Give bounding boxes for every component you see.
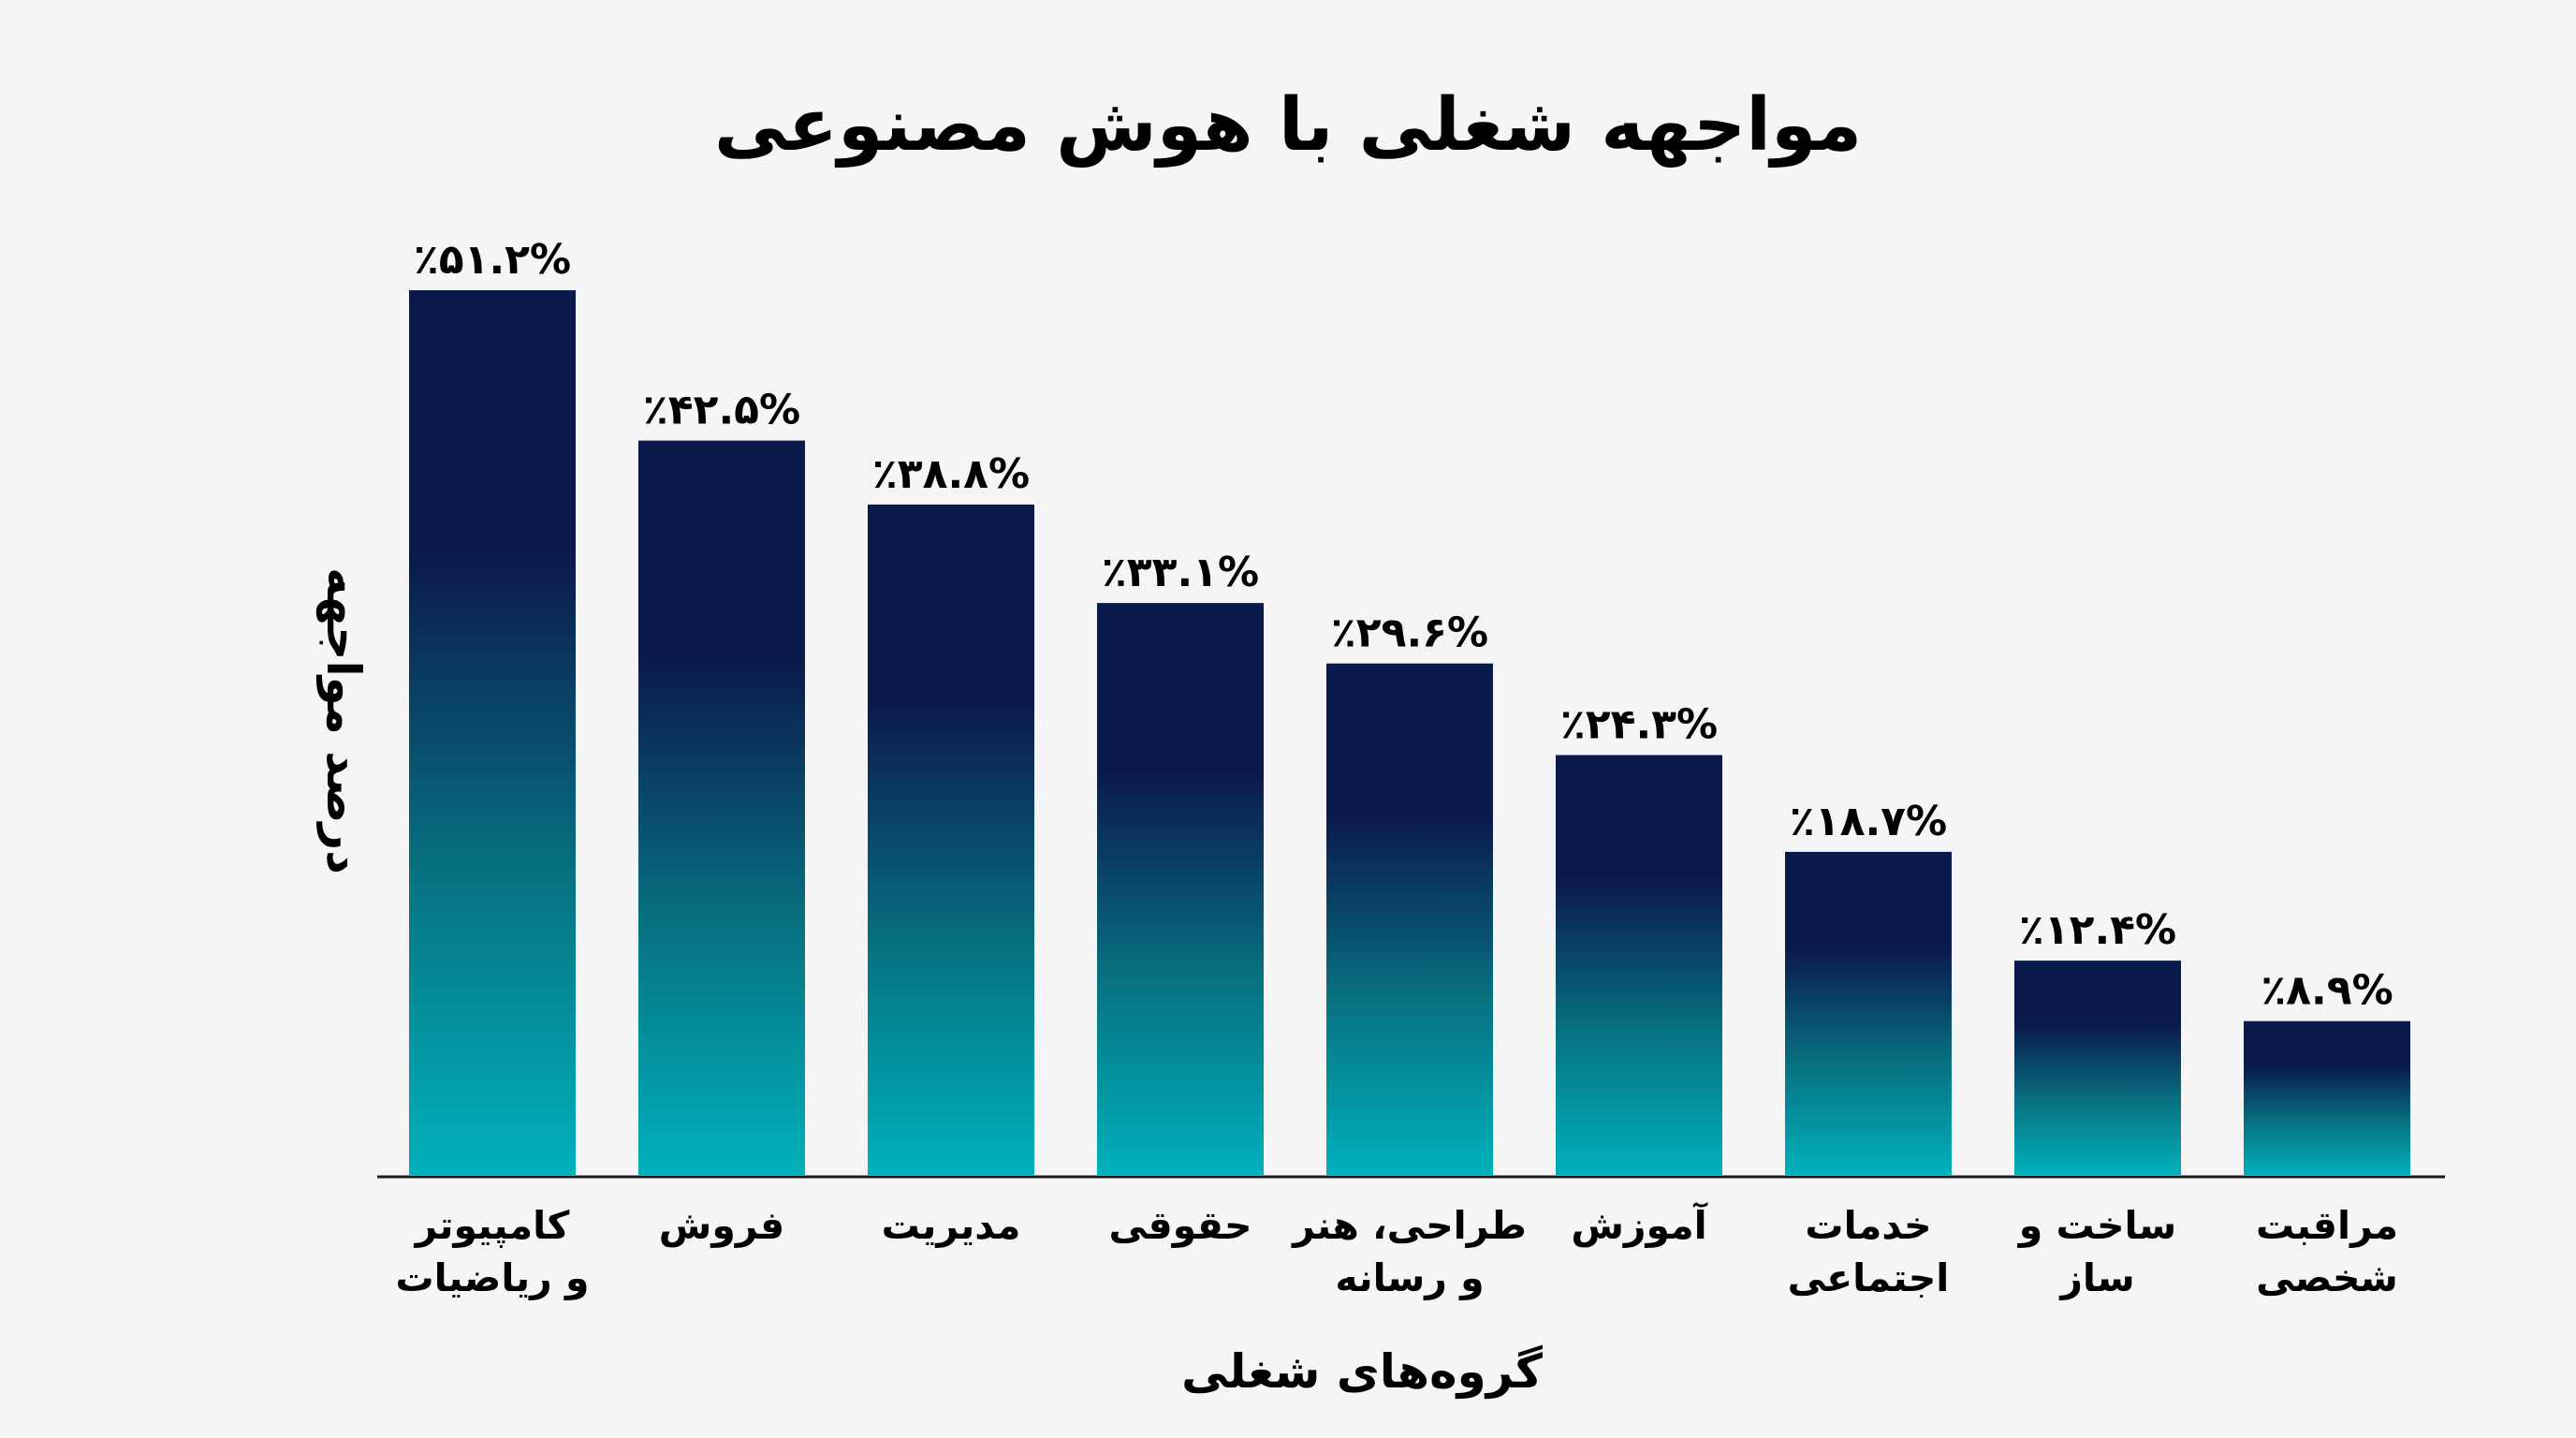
category-label-1-line-2: و ریاضیات — [395, 1255, 589, 1301]
value-label-3: ٪۳۸.۸% — [872, 450, 1030, 498]
category-label-8-line-1: ساخت و — [2017, 1203, 2176, 1249]
category-label-9-line-1: مراقبت — [2256, 1203, 2398, 1248]
category-label-7-line-2: اجتماعی — [1788, 1255, 1950, 1300]
chart-title: مواجهه شغلی با هوش مصنوعی — [714, 83, 1862, 168]
value-label-4: ٪۳۳.۱% — [1102, 549, 1259, 596]
value-labels-layer: ٪۵۱.۲% ٪۴۲.۵% ٪۳۸.۸% ٪۳۳.۱% ٪۲۹.۶% ٪۲۴.۳% ٪۱۸.… — [414, 236, 2393, 1015]
category-label-5-line-2: و رسانه — [1335, 1255, 1484, 1301]
value-label-7: ٪۱۸.۷% — [1790, 798, 1947, 845]
category-labels-layer: کامپیوتر و ریاضیات فروش مدیریت حقوقی طراحی، ه… — [395, 1202, 2398, 1301]
category-label-1-line-1: کامپیوتر — [414, 1203, 570, 1249]
bar-9 — [2244, 1020, 2410, 1175]
bar-1 — [409, 290, 576, 1175]
category-label-5-line-1: طراحی، هنر — [1291, 1203, 1527, 1248]
bar-5 — [1326, 663, 1493, 1175]
bar-4 — [1097, 603, 1264, 1175]
category-label-6-line-1: آموزش — [1571, 1202, 1707, 1248]
category-label-9-line-2: شخصی — [2256, 1255, 2398, 1300]
bars-layer — [409, 290, 2410, 1176]
category-label-8-line-2: ساز — [2058, 1255, 2134, 1300]
category-label-3-line-1: مدیریت — [882, 1203, 1021, 1248]
category-label-2-line-1: فروش — [659, 1203, 784, 1249]
value-label-9: ٪۸.۹% — [2261, 967, 2393, 1015]
value-label-2: ٪۴۲.۵% — [643, 387, 800, 434]
value-label-1: ٪۵۱.۲% — [414, 236, 571, 284]
bar-7 — [1785, 851, 1952, 1175]
y-axis-title: درصد مواجهه — [315, 567, 371, 874]
bar-8 — [2014, 961, 2181, 1175]
value-label-5: ٪۲۹.۶% — [1331, 609, 1488, 657]
x-axis-title: گروه‌های شغلی — [1181, 1344, 1544, 1400]
bar-2 — [638, 440, 805, 1176]
category-label-7-line-1: خدمات — [1805, 1203, 1931, 1248]
value-label-6: ٪۲۴.۳% — [1560, 701, 1718, 749]
value-label-8: ٪۱۲.۴% — [2019, 906, 2176, 954]
category-label-4-line-1: حقوقی — [1108, 1203, 1251, 1248]
bar-3 — [868, 504, 1034, 1175]
bar-6 — [1556, 755, 1722, 1175]
